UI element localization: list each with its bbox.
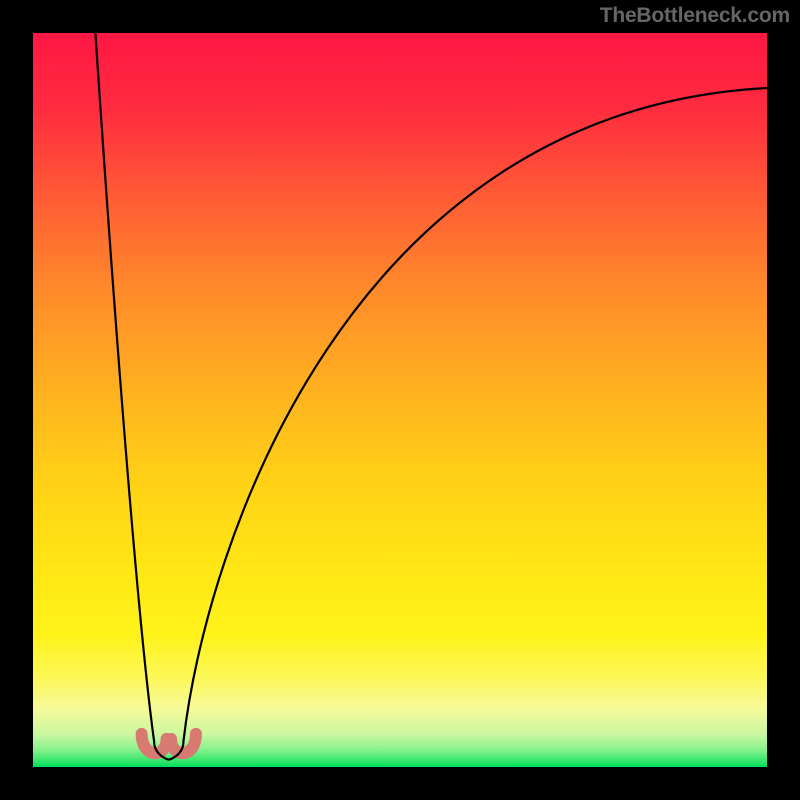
bottleneck-curve bbox=[33, 33, 767, 767]
chart-canvas: TheBottleneck.com bbox=[0, 0, 800, 800]
valley-marker bbox=[142, 734, 196, 753]
attribution-text: TheBottleneck.com bbox=[600, 4, 790, 28]
curve-path bbox=[95, 33, 767, 760]
plot-area bbox=[33, 33, 767, 767]
